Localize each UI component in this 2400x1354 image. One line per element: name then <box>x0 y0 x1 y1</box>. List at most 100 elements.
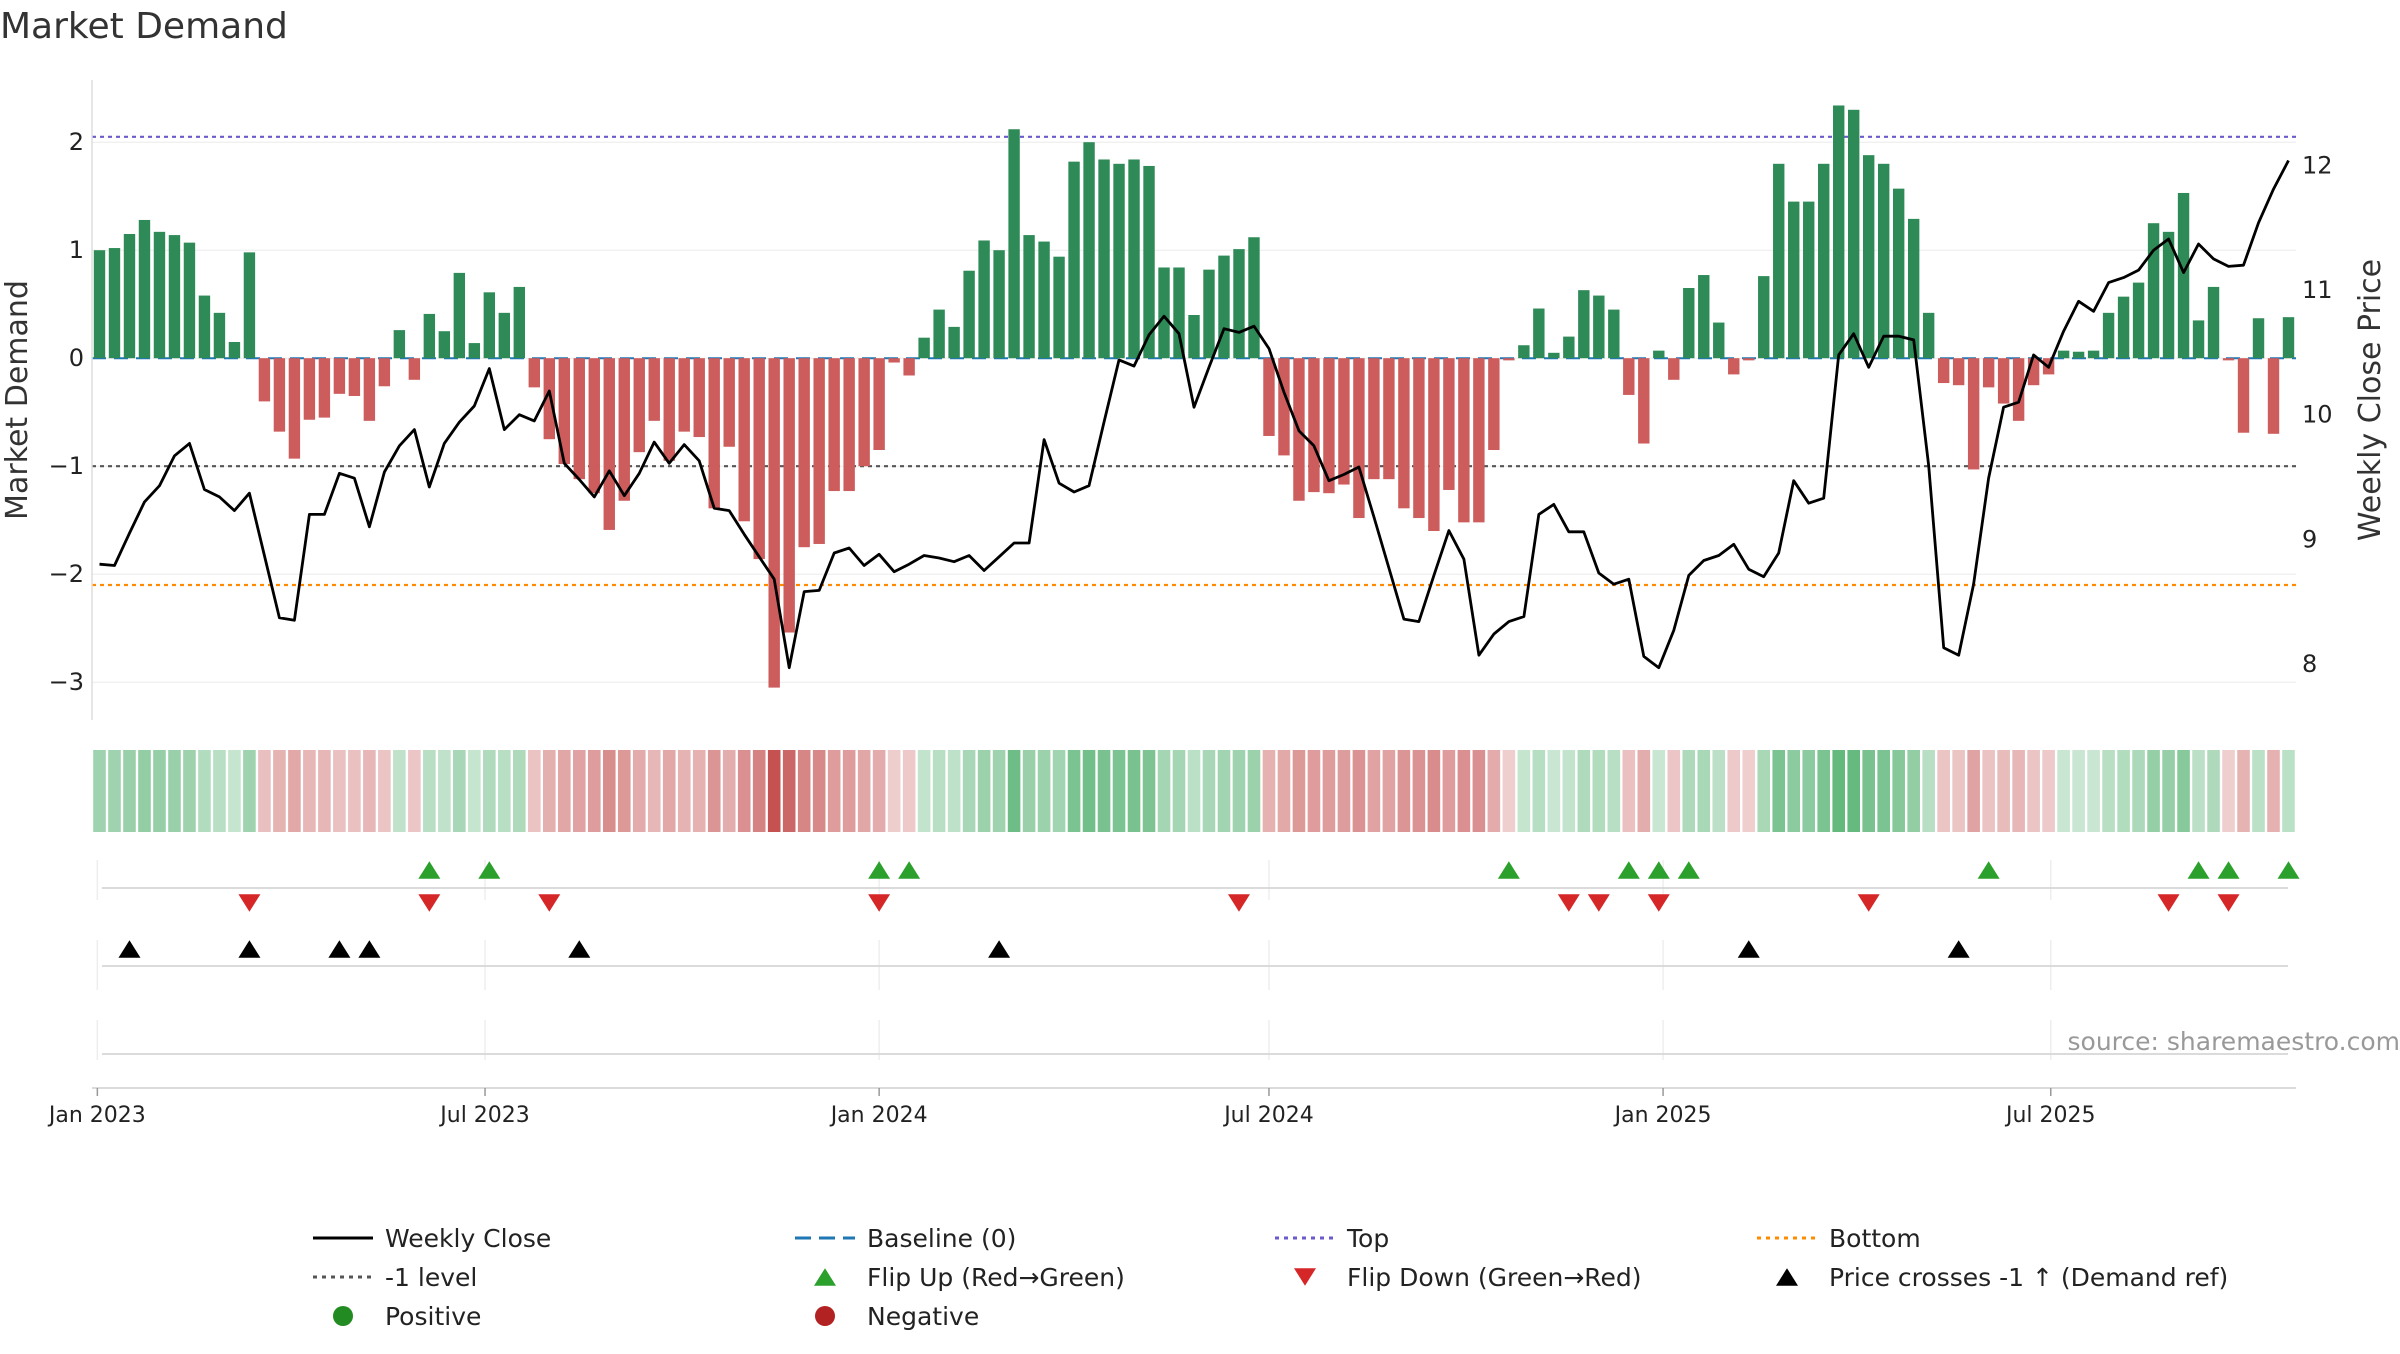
demand-bar <box>2238 358 2249 433</box>
heat-cell <box>888 750 901 832</box>
heat-cell <box>1278 750 1291 832</box>
demand-bar <box>1443 358 1454 490</box>
heat-cell <box>738 750 751 832</box>
heat-cell <box>1008 750 1021 832</box>
demand-bar <box>724 358 735 447</box>
demand-bar <box>229 342 240 358</box>
flip-down-marker <box>238 894 260 912</box>
heat-cell <box>618 750 631 832</box>
legend-swatch <box>333 1306 353 1326</box>
demand-bar <box>1533 309 1544 359</box>
demand-bar <box>124 234 135 358</box>
heat-cell <box>1757 750 1770 832</box>
demand-bar <box>424 314 435 358</box>
demand-bar <box>2058 351 2069 359</box>
demand-bar <box>1113 164 1124 358</box>
heat-cell <box>1383 750 1396 832</box>
flip-down-marker <box>2218 894 2240 912</box>
demand-bar <box>918 338 929 359</box>
heat-cell <box>1578 750 1591 832</box>
demand-bar <box>1263 358 1274 436</box>
demand-bar <box>664 358 675 461</box>
demand-bar <box>1833 105 1844 358</box>
heat-cell <box>1458 750 1471 832</box>
demand-bar <box>94 250 105 358</box>
heat-cell <box>378 750 391 832</box>
demand-bar <box>379 358 390 386</box>
legend-label: Price crosses -1 ↑ (Demand ref) <box>1829 1263 2228 1292</box>
heat-cell <box>1293 750 1306 832</box>
heat-cell <box>1877 750 1890 832</box>
price-cross-marker <box>988 940 1010 958</box>
demand-bar <box>1998 358 2009 403</box>
heat-cell <box>438 750 451 832</box>
demand-bar <box>1248 237 1259 358</box>
heat-cell <box>963 750 976 832</box>
demand-bar <box>1548 353 1559 358</box>
y2-tick-label: 11 <box>2302 276 2333 304</box>
demand-bar <box>1158 267 1169 358</box>
heat-cell <box>1473 750 1486 832</box>
heat-cell <box>663 750 676 832</box>
heat-cell <box>813 750 826 832</box>
heat-cell <box>213 750 226 832</box>
demand-bar <box>1203 270 1214 359</box>
demand-bar <box>1743 358 1754 360</box>
flip-down-marker <box>418 894 440 912</box>
heat-cell <box>1937 750 1950 832</box>
flip-down-marker <box>868 894 890 912</box>
legend-label: Baseline (0) <box>867 1224 1016 1253</box>
heat-cell <box>138 750 151 832</box>
legend-label: Flip Up (Red→Green) <box>867 1263 1125 1292</box>
demand-bar <box>1953 358 1964 385</box>
demand-bar <box>499 313 510 358</box>
demand-bar <box>1398 358 1409 508</box>
flip-up-marker <box>478 861 500 879</box>
heat-cell <box>93 750 106 832</box>
demand-bar <box>873 358 884 450</box>
demand-bar <box>1308 358 1319 492</box>
demand-bar <box>604 358 615 530</box>
heat-cell <box>798 750 811 832</box>
demand-bar <box>1503 358 1514 360</box>
heat-cell <box>588 750 601 832</box>
flip-down-marker <box>2158 894 2180 912</box>
demand-bar <box>1923 313 1934 358</box>
heat-cell <box>2192 750 2205 832</box>
heat-cell <box>828 750 841 832</box>
demand-bar <box>933 310 944 359</box>
y2-tick-label: 8 <box>2302 650 2317 678</box>
demand-bar <box>199 296 210 359</box>
demand-bar <box>1878 164 1889 358</box>
heat-cell <box>2222 750 2235 832</box>
heat-cell <box>1727 750 1740 832</box>
demand-bar <box>1038 242 1049 359</box>
y2-tick-label: 10 <box>2302 401 2333 429</box>
heat-cell <box>1263 750 1276 832</box>
heat-cell <box>2117 750 2130 832</box>
heat-cell <box>1682 750 1695 832</box>
heat-cell <box>1188 750 1201 832</box>
demand-bar <box>948 327 959 358</box>
heat-cell <box>648 750 661 832</box>
demand-bars <box>94 105 2294 687</box>
demand-bar <box>244 252 255 358</box>
demand-bar <box>2148 223 2159 358</box>
heat-cell <box>573 750 586 832</box>
heat-cell <box>1623 750 1636 832</box>
demand-bar <box>304 358 315 420</box>
demand-bar <box>394 330 405 358</box>
heat-cell <box>1608 750 1621 832</box>
legend-label: Weekly Close <box>385 1224 551 1253</box>
demand-bar <box>1413 358 1424 518</box>
x-tick-label: Jul 2023 <box>438 1103 530 1128</box>
flip-down-marker <box>538 894 560 912</box>
heat-cell <box>288 750 301 832</box>
price-cross-marker <box>568 940 590 958</box>
heat-cell <box>123 750 136 832</box>
y-tick-label: −2 <box>49 560 84 588</box>
price-cross-marker <box>118 940 140 958</box>
y-tick-label: 0 <box>69 344 84 372</box>
